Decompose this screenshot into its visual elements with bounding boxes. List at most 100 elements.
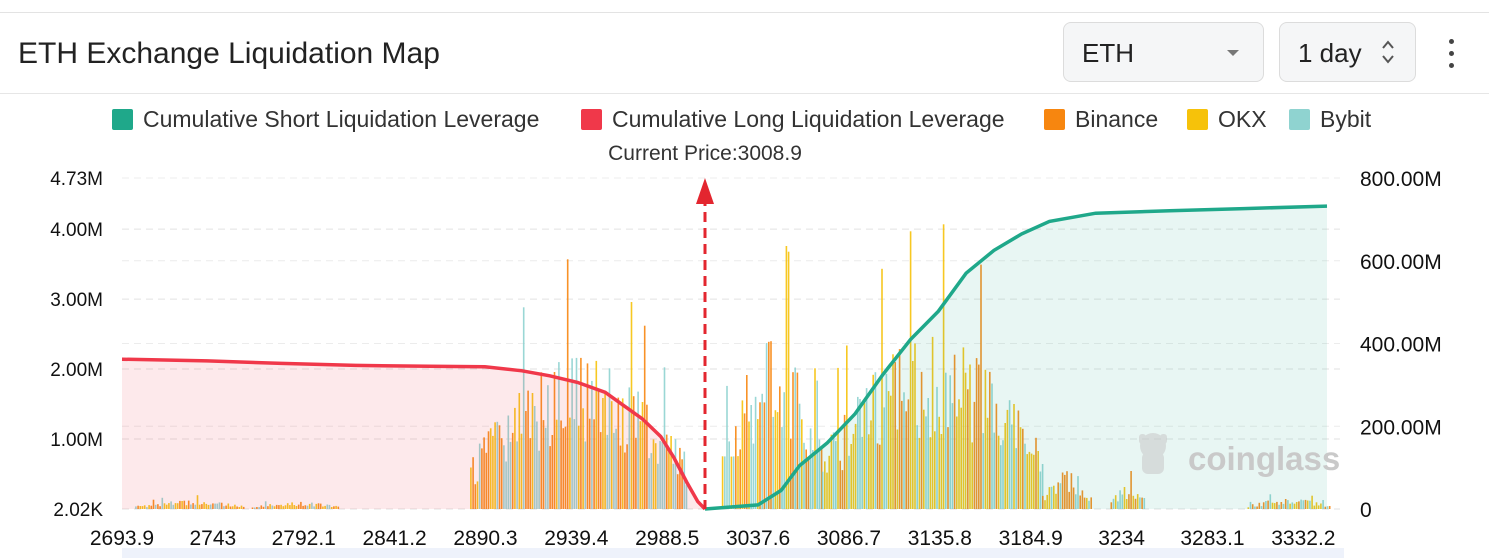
legend-swatch xyxy=(1044,108,1065,130)
binance-bar xyxy=(679,447,681,509)
binance-bar xyxy=(267,506,269,509)
okx-bar xyxy=(207,504,210,509)
okx-bar xyxy=(1132,495,1135,509)
bybit-bar xyxy=(214,503,216,509)
binance-bar xyxy=(593,419,595,509)
okx-bar xyxy=(918,437,921,509)
binance-bar xyxy=(635,437,637,509)
cumulative-areas xyxy=(121,204,1328,511)
current-price-arrow-icon xyxy=(695,178,714,204)
binance-bar xyxy=(560,420,562,509)
bybit-bar xyxy=(615,428,617,509)
bybit-bar xyxy=(927,398,929,509)
legend-item-cumulative-short[interactable]: Cumulative Short Liquidation Leverage xyxy=(112,104,539,134)
okx-bar xyxy=(330,507,333,509)
binance-bar xyxy=(297,504,300,509)
binance-bar xyxy=(472,457,474,509)
binance-bar xyxy=(947,427,949,509)
bybit-bar xyxy=(1002,440,1004,509)
right-axis-tick-label: 600.00M xyxy=(1360,251,1442,274)
okx-bar xyxy=(492,435,494,509)
okx-bar xyxy=(289,505,291,509)
binance-bar xyxy=(1022,428,1024,509)
legend-swatch xyxy=(1289,108,1310,130)
binance-bar xyxy=(995,403,998,509)
okx-bar xyxy=(960,407,962,509)
binance-bar xyxy=(551,435,554,509)
okx-bar xyxy=(630,302,633,509)
okx-bar xyxy=(174,503,177,509)
binance-bar xyxy=(770,341,772,509)
binance-bar xyxy=(1280,502,1283,509)
okx-bar xyxy=(923,409,925,509)
binance-bar xyxy=(511,432,514,509)
binance-bar xyxy=(187,500,190,509)
legend-label: Binance xyxy=(1075,105,1159,132)
bybit-bar xyxy=(1287,500,1289,509)
bybit-bar xyxy=(536,421,538,509)
bybit-bar xyxy=(925,416,927,509)
bybit-bar xyxy=(1000,445,1002,509)
bybit-bar xyxy=(544,427,547,509)
okx-bar xyxy=(826,472,828,509)
binance-bar xyxy=(759,402,761,509)
okx-bar xyxy=(846,345,848,509)
legend-item-binance[interactable]: Binance xyxy=(1044,104,1158,134)
binance-bar xyxy=(540,372,543,509)
bybit-bar xyxy=(538,450,540,509)
bybit-bar xyxy=(478,443,481,509)
bybit-bar xyxy=(1139,497,1141,509)
okx-bar xyxy=(280,504,282,509)
binance-bar xyxy=(527,390,529,509)
bybit-bar xyxy=(516,441,518,509)
binance-bar xyxy=(317,503,320,509)
liquidation-bars xyxy=(135,224,1331,510)
bybit-bar xyxy=(859,399,861,509)
legend-swatch xyxy=(112,108,133,130)
okx-bar xyxy=(964,372,967,509)
bybit-bar xyxy=(650,453,653,509)
binance-bar xyxy=(1130,471,1132,509)
okx-bar xyxy=(984,369,987,509)
binance-bar xyxy=(978,364,980,509)
bybit-bar xyxy=(613,432,615,509)
binance-bar xyxy=(302,505,304,509)
coin-select[interactable]: ETH xyxy=(1063,22,1264,82)
binance-bar xyxy=(876,443,879,509)
bybit-bar xyxy=(916,425,918,509)
okx-bar xyxy=(1033,454,1035,509)
okx-bar xyxy=(828,455,830,509)
legend-item-okx[interactable]: OKX xyxy=(1187,104,1267,134)
bybit-bar xyxy=(951,403,954,509)
okx-bar xyxy=(531,393,534,509)
okx-bar xyxy=(514,407,516,509)
binance-bar xyxy=(879,444,881,509)
binance-bar xyxy=(1017,410,1020,509)
okx-bar xyxy=(231,506,234,509)
binance-bar xyxy=(624,452,626,509)
bybit-bar xyxy=(982,433,984,509)
okx-bar xyxy=(273,506,276,509)
bybit-bar xyxy=(1143,498,1146,509)
binance-bar xyxy=(597,389,600,509)
legend-item-bybit[interactable]: Bybit xyxy=(1289,104,1371,134)
binance-bar xyxy=(763,402,766,509)
okx-bar xyxy=(1026,454,1028,509)
okx-bar xyxy=(1055,493,1057,509)
more-options-icon[interactable] xyxy=(1446,39,1458,75)
binance-bar xyxy=(152,499,155,509)
binance-bar xyxy=(1134,498,1137,509)
okx-bar xyxy=(1125,499,1128,509)
okx-bar xyxy=(205,503,208,509)
binance-bar xyxy=(500,438,503,509)
bybit-bar xyxy=(1011,424,1013,509)
okx-bar xyxy=(335,505,337,509)
period-select[interactable]: 1 day xyxy=(1279,22,1416,82)
binance-bar xyxy=(474,484,477,509)
chart-zoom-band[interactable] xyxy=(122,548,1344,558)
okx-bar xyxy=(1046,494,1048,509)
okx-bar xyxy=(1271,502,1274,509)
bybit-bar xyxy=(883,407,885,509)
okx-bar xyxy=(322,506,324,509)
legend-item-cumulative-long[interactable]: Cumulative Long Liquidation Leverage xyxy=(581,104,1005,134)
